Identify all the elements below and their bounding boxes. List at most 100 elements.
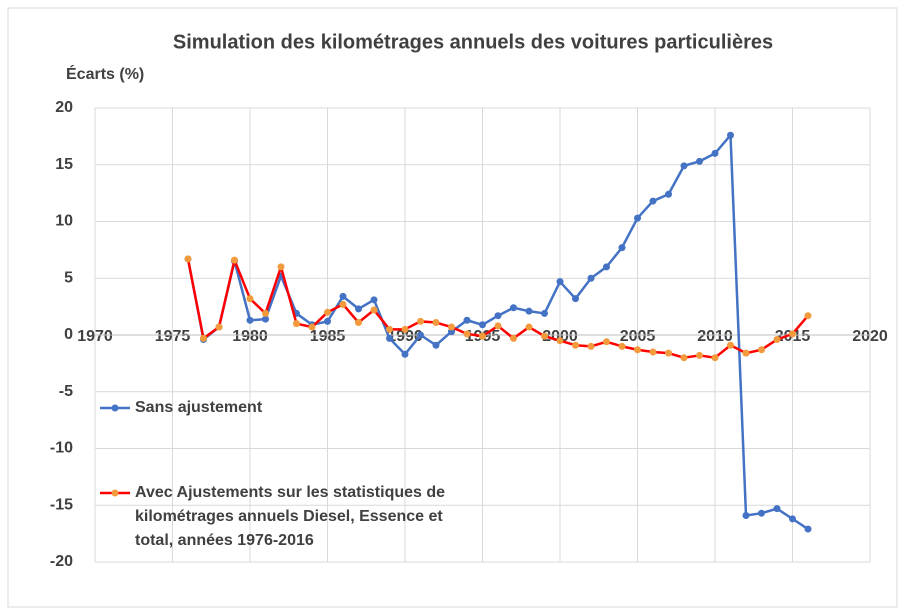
data-point (603, 263, 610, 271)
data-point (510, 304, 517, 312)
data-point (742, 511, 750, 519)
data-point (339, 300, 347, 308)
y-tick-label: 5 (64, 269, 73, 286)
data-point (355, 305, 362, 313)
data-point (618, 244, 626, 252)
data-point (510, 334, 517, 342)
data-point (680, 354, 688, 362)
y-tick-label: -10 (50, 440, 73, 457)
data-point (587, 342, 595, 350)
x-tick-label: 2000 (542, 328, 578, 345)
x-tick-label: 1990 (387, 328, 423, 345)
data-point (696, 351, 703, 359)
chart-title: Simulation des kilométrages annuels des … (173, 31, 773, 53)
data-point (773, 505, 781, 513)
data-point (401, 350, 409, 358)
data-point (308, 323, 316, 331)
x-tick-label: 1975 (155, 328, 191, 345)
data-point (541, 332, 548, 340)
data-point (603, 338, 610, 346)
data-point (324, 317, 331, 325)
x-tick-label: 1980 (232, 328, 268, 345)
data-point (339, 292, 347, 300)
data-point (386, 334, 393, 342)
data-point (680, 162, 688, 170)
data-point (215, 323, 223, 331)
data-point (370, 296, 378, 304)
data-point (758, 509, 765, 517)
legend-marker (111, 489, 119, 497)
data-point (696, 157, 703, 165)
y-tick-label: 15 (55, 156, 73, 173)
data-point (525, 323, 533, 331)
data-point (417, 331, 424, 339)
data-point (355, 319, 362, 327)
data-point (463, 316, 471, 324)
data-point (448, 323, 455, 331)
data-point (184, 255, 192, 263)
y-tick-label: -15 (50, 496, 73, 513)
data-point (432, 319, 440, 327)
x-tick-label: 1985 (310, 328, 346, 345)
data-point (525, 307, 533, 315)
y-tick-label: 0 (64, 326, 73, 343)
data-point (432, 341, 440, 349)
data-point (634, 214, 641, 222)
y-tick-label: -20 (50, 553, 73, 570)
legend-label: Sans ajustement (135, 399, 263, 416)
data-point (727, 131, 734, 139)
data-point (231, 256, 238, 264)
data-point (727, 341, 734, 349)
data-point (200, 334, 207, 342)
y-tick-label: -5 (59, 383, 73, 400)
data-point (649, 197, 657, 205)
data-point (494, 322, 502, 330)
data-point (494, 312, 502, 320)
data-point (758, 346, 765, 354)
data-point (556, 337, 564, 345)
data-point (618, 342, 626, 350)
data-point (246, 295, 254, 303)
data-point (262, 315, 269, 323)
x-tick-label: 2010 (697, 328, 733, 345)
data-point (587, 274, 595, 282)
data-point (804, 525, 812, 533)
data-point (246, 316, 254, 324)
data-point (324, 308, 331, 316)
data-point (572, 295, 579, 303)
x-tick-label: 2020 (852, 328, 888, 345)
data-point (277, 263, 285, 271)
data-point (789, 515, 796, 523)
legend-label: Avec Ajustements sur les statistiques de… (135, 484, 446, 549)
data-point (479, 332, 486, 340)
data-point (262, 309, 269, 317)
y-tick-label: 20 (55, 99, 73, 116)
data-point (742, 349, 750, 357)
data-point (804, 312, 812, 320)
y-tick-label: 10 (55, 213, 73, 230)
y-axis-label: Écarts (%) (66, 64, 144, 83)
data-point (789, 330, 796, 338)
data-point (711, 354, 719, 362)
data-point (463, 330, 471, 338)
x-tick-label: 2005 (620, 328, 656, 345)
data-point (293, 320, 300, 328)
data-point (649, 348, 657, 356)
data-point (572, 341, 579, 349)
data-point (665, 349, 672, 357)
x-tick-label: 1970 (77, 328, 113, 345)
data-point (401, 325, 409, 333)
data-point (479, 321, 486, 329)
data-point (541, 309, 548, 317)
data-point (386, 325, 393, 333)
data-point (773, 336, 781, 344)
data-point (665, 190, 672, 198)
legend-marker (111, 404, 119, 412)
data-point (370, 306, 378, 314)
data-point (556, 278, 564, 286)
data-point (711, 149, 719, 157)
data-point (634, 346, 641, 354)
data-point (417, 317, 424, 325)
